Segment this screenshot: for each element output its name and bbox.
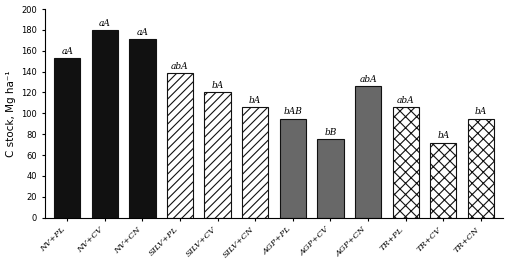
Text: abA: abA — [397, 96, 414, 105]
Bar — [54, 58, 80, 218]
Text: bA: bA — [475, 107, 487, 116]
Text: abA: abA — [171, 61, 189, 70]
Bar — [355, 86, 381, 218]
Bar — [317, 139, 344, 218]
Text: bB: bB — [324, 128, 336, 137]
Bar — [242, 107, 268, 218]
Bar — [279, 118, 306, 218]
Text: bA: bA — [212, 81, 224, 90]
Text: bA: bA — [249, 96, 261, 105]
Bar — [392, 107, 419, 218]
Bar — [430, 143, 457, 218]
Text: aA: aA — [99, 19, 111, 28]
Y-axis label: C stock, Mg ha⁻¹: C stock, Mg ha⁻¹ — [6, 70, 16, 157]
Bar — [92, 30, 118, 218]
Text: aA: aA — [136, 28, 148, 37]
Text: bA: bA — [437, 131, 449, 140]
Text: aA: aA — [61, 47, 73, 56]
Bar — [205, 92, 231, 218]
Bar — [129, 39, 156, 218]
Text: bAB: bAB — [284, 107, 302, 116]
Bar — [167, 73, 193, 218]
Bar — [468, 118, 494, 218]
Text: abA: abA — [359, 75, 377, 84]
